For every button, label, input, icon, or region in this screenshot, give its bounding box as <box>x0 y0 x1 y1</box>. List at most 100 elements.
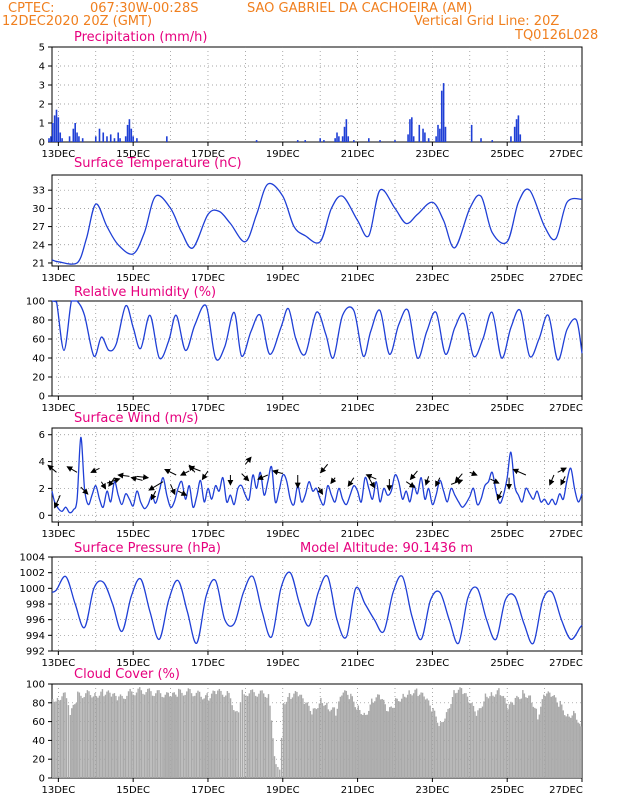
cloud-column <box>320 697 322 778</box>
wind-ytick-label: 4 <box>39 457 45 468</box>
cloud-column <box>345 690 348 778</box>
cloud-column <box>558 706 560 778</box>
cloud-column <box>98 695 101 778</box>
pres-xtick-label: 21DEC <box>341 658 375 669</box>
rh-xtick-label: 17DEC <box>191 403 225 414</box>
cloud-column <box>186 691 188 778</box>
precip-bar <box>323 140 325 142</box>
cloud-column <box>311 714 313 778</box>
cloud-column <box>453 690 455 778</box>
cloud-column <box>243 694 245 778</box>
cloud-column <box>427 700 430 778</box>
cloud-column <box>414 689 416 778</box>
temp-title: Surface Temperature (nC) <box>74 156 242 171</box>
precip-bar <box>59 132 62 142</box>
precip-bar <box>119 138 121 142</box>
cloud-column <box>150 691 152 778</box>
cloud-column <box>532 706 535 778</box>
cloud-column <box>123 698 125 778</box>
precip-xtick-label: 25DEC <box>490 149 524 160</box>
precip-bar <box>513 126 516 142</box>
cloud-column <box>571 715 573 778</box>
cloud-column <box>442 721 445 778</box>
precip-bar <box>166 136 168 142</box>
cloud-column <box>153 696 155 778</box>
cloud-column <box>297 696 300 778</box>
cloud-column <box>438 726 440 778</box>
cloud-column <box>245 695 247 778</box>
cloud-column <box>495 694 497 778</box>
precip-bar <box>435 136 437 142</box>
cloud-column <box>353 701 355 778</box>
wind-arrow <box>201 470 209 481</box>
wind-title: Surface Wind (m/s) <box>74 411 198 426</box>
cloud-column <box>119 694 122 778</box>
precip-ytick-label: 5 <box>39 43 45 54</box>
cloud-column <box>312 708 315 778</box>
cloud-column <box>538 714 541 778</box>
wind-frame <box>51 427 583 523</box>
wind-ytick-label: 6 <box>39 430 45 441</box>
cloud-column <box>100 691 102 778</box>
cloud-column <box>129 688 131 778</box>
wind-arrow <box>557 467 567 474</box>
temp-xtick-label: 17DEC <box>191 273 225 284</box>
precip-bar <box>510 136 512 142</box>
cloud-column <box>508 704 511 778</box>
cloud-column <box>137 688 139 778</box>
cloud-column <box>246 696 249 778</box>
cloud-column <box>546 693 548 778</box>
precip-bar <box>94 136 97 142</box>
cloud-column <box>448 708 451 778</box>
cloud-column <box>88 691 90 778</box>
rh-ytick-label: 0 <box>39 392 45 403</box>
cloud-column <box>67 705 70 778</box>
cloud-column <box>220 690 222 778</box>
cloud-column <box>381 698 383 778</box>
pres-xtick-label: 23DEC <box>416 658 450 669</box>
precip-ytick-label: 4 <box>39 62 45 73</box>
cloud-column <box>338 701 340 778</box>
cloud-column <box>291 697 294 778</box>
cloud-column <box>513 704 515 778</box>
pres-ytick-label: 1004 <box>20 553 45 564</box>
cloud-column <box>226 691 229 778</box>
precip-bar <box>411 117 413 142</box>
cloud-column <box>314 708 316 778</box>
rh-ytick-label: 80 <box>32 316 45 327</box>
cloud-column <box>74 704 76 778</box>
precip-ytick-label: 0 <box>39 138 45 149</box>
cloud-column <box>492 695 494 778</box>
cloud-column <box>195 692 198 778</box>
precip-bar <box>470 124 473 142</box>
temp-xtick-label: 15DEC <box>116 273 150 284</box>
cloud-column <box>266 697 268 778</box>
pres-xtick-label: 15DEC <box>116 658 150 669</box>
cloud-column <box>424 699 427 778</box>
cloud-column <box>56 697 59 778</box>
precip-bar <box>72 128 75 142</box>
header-datetime: 12DEC2020 20Z (GMT) <box>2 14 153 29</box>
cloud-column <box>522 690 524 778</box>
cloud-column <box>184 694 186 778</box>
wind-arrow <box>330 477 337 485</box>
cloud-column <box>89 695 92 778</box>
cloud-ytick-label: 60 <box>32 717 45 728</box>
cloud-column <box>113 693 116 778</box>
cloud-column <box>523 693 526 778</box>
cloud-column <box>394 698 397 778</box>
panel-cloud: 0 20 40 60 80 100 Cloud Cover (%) 13DEC 15DEC 17D… <box>26 667 583 796</box>
cloud-column <box>107 690 110 778</box>
cloud-column <box>423 696 425 778</box>
wind-xtick-label: 17DEC <box>191 529 225 540</box>
cloud-ytick-label: 40 <box>32 736 45 747</box>
wind-arrow <box>405 481 416 488</box>
cloud-column <box>53 701 55 778</box>
cloud-xtick-label: 17DEC <box>191 785 225 796</box>
cloud-column <box>436 722 439 778</box>
precip-bar <box>424 132 426 142</box>
cloud-column <box>517 697 520 778</box>
cloud-column <box>541 699 544 778</box>
wind-arrow <box>317 486 324 495</box>
precip-bar <box>427 138 430 142</box>
